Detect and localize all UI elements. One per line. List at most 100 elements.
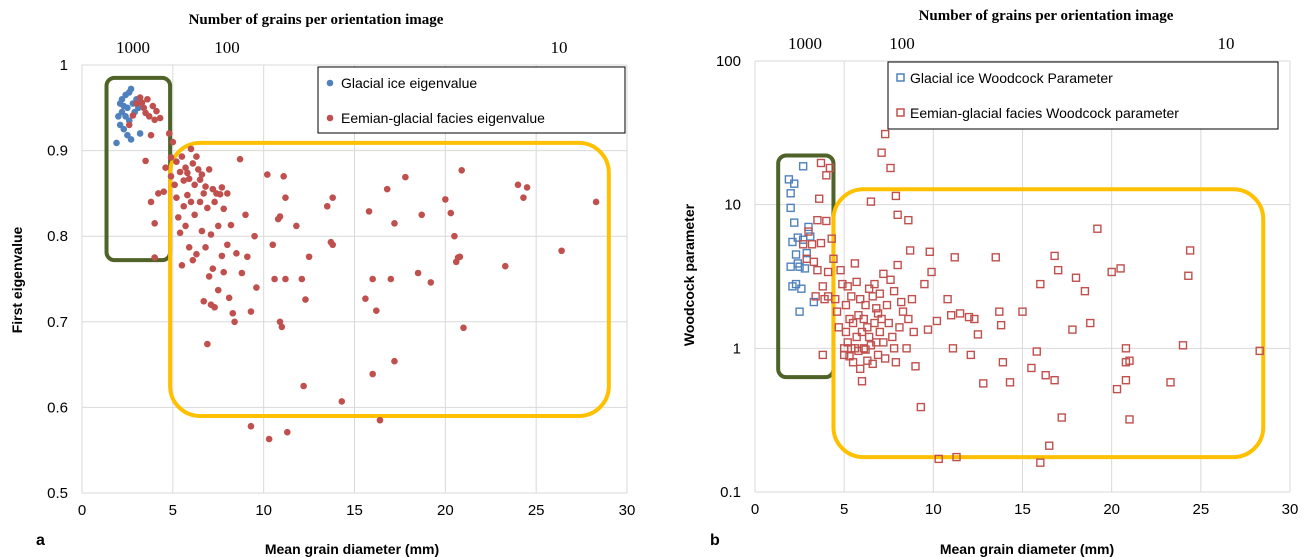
- panel-b-glacial-point: [802, 248, 811, 258]
- panel-a-eemian-point: [191, 211, 198, 219]
- panel-b-eemian-point: [815, 194, 824, 203]
- panel-b-eemian-point: [886, 275, 895, 284]
- panel-a-x-axis-label: Mean grain diameter (mm): [265, 541, 439, 557]
- panel-b-eemian-point: [852, 277, 861, 287]
- panel-a-eemian-point: [133, 100, 140, 107]
- panel-b-eemian-point: [991, 253, 1000, 262]
- panel-a-y-tick-label: 0.9: [47, 143, 68, 160]
- panel-b-eemian-point: [831, 294, 840, 304]
- panel-b-eemian-point: [920, 279, 929, 289]
- panel-a-eemian-point: [276, 318, 284, 326]
- panel-b-eemian-point: [964, 312, 974, 322]
- panel-a-eemian-point: [193, 153, 200, 160]
- panel-b-y-tick-label: 1: [733, 340, 741, 357]
- panel-b-eemian-point: [889, 344, 899, 353]
- panel-b-eemian-point: [850, 259, 860, 268]
- panel-a-eemian-point: [214, 286, 222, 294]
- panel-b-eemian-point: [843, 282, 852, 291]
- panel-a-eemian-point: [142, 157, 149, 165]
- panel-a-glacial-point: [113, 139, 120, 147]
- panel-b-eemian-point: [973, 330, 983, 339]
- panel-b-eemian-point: [905, 246, 915, 255]
- panel-b-x-axis-label: Mean grain diameter (mm): [940, 541, 1114, 557]
- panel-a-eemian-point: [138, 99, 146, 106]
- panel-b-eemian-point: [880, 354, 890, 363]
- panel-b-eemian-point: [1107, 267, 1116, 277]
- panel-b-glacial-point: [798, 162, 808, 171]
- panel-b-eemian-point: [998, 358, 1008, 367]
- panel-b-eemian-point: [1255, 346, 1264, 356]
- panel-b-eemian-point: [895, 323, 904, 332]
- panel-a-eemian-point: [204, 340, 211, 348]
- panel-b-eemian-point: [909, 327, 918, 337]
- panel-b-glacial-point: [795, 307, 804, 316]
- panel-a-eemian-point: [178, 153, 186, 160]
- panel-b-eemian-point: [943, 294, 952, 304]
- panel-a-x-tick-label: 20: [437, 502, 454, 519]
- panel-a-legend-marker-eemian: [326, 114, 334, 122]
- panel-b-eemian-point: [839, 350, 849, 360]
- panel-a-eemian-point: [458, 166, 465, 174]
- panel-b-glacial-point: [786, 189, 795, 198]
- panel-a-eemian-point: [227, 221, 235, 229]
- panel-a-eemian-point: [151, 116, 158, 124]
- panel-b-eemian-point: [916, 402, 926, 412]
- panel-a-eemian-point: [171, 181, 178, 189]
- panel-a-eemian-point: [185, 175, 193, 183]
- panel-b-eemian-point: [822, 171, 831, 180]
- panel-a-eemian-point: [191, 181, 198, 189]
- panel-a-eemian-point: [187, 145, 195, 153]
- panel-b-eemian-point: [1080, 286, 1090, 296]
- panel-a-eemian-point: [180, 177, 188, 184]
- panel-b-legend-label-glacial: Glacial ice Woodcock Parameter: [910, 70, 1113, 86]
- panel-a-legend-label-glacial: Glacial ice eigenvalue: [341, 75, 477, 91]
- panel-a-y-axis-label: First eigenvalue: [9, 226, 25, 333]
- panel-b-eemian-point: [807, 240, 817, 249]
- panel-b-eemian-point: [829, 254, 838, 263]
- panel-b-eemian-point: [925, 247, 934, 256]
- panel-a-eemian-point: [202, 244, 209, 251]
- panel-b-eemian-point: [861, 345, 870, 354]
- panel-a-eemian-point: [302, 296, 309, 303]
- panel-a-eemian-point: [184, 191, 191, 199]
- panel-a-eemian-point: [362, 295, 369, 302]
- panel-b-x-tick-label: 30: [1282, 501, 1299, 518]
- panel-a-eemian-point: [251, 232, 258, 240]
- panel-a-eemian-point: [185, 244, 193, 251]
- panel-b-eemian-point: [1005, 378, 1015, 387]
- panel-b-eemian-point: [995, 307, 1004, 316]
- panel-b-x-tick-label: 15: [1014, 501, 1031, 518]
- panel-a-eemian-point: [176, 229, 184, 237]
- panel-b-glacial-point: [795, 262, 804, 271]
- panel-b-top-axis-title: Number of grains per orientation image: [919, 8, 1174, 24]
- panel-b-glacial-point: [806, 232, 815, 241]
- panel-a-eemian-point: [211, 198, 218, 206]
- panel-b-legend-marker-eemian: [896, 108, 905, 117]
- panel-b-eemian-point: [904, 314, 913, 324]
- panel-b-eemian-point: [996, 320, 1006, 330]
- panel-b-eemian-point: [827, 234, 836, 243]
- panel-a-eemian-point: [129, 112, 137, 119]
- panel-a-glacial-point: [127, 136, 135, 143]
- panel-a-eemian-point: [156, 114, 164, 122]
- panel-a-eemian-point: [369, 275, 376, 283]
- panel-a-eemian-point: [323, 202, 331, 210]
- panel-b-glacial-point: [791, 250, 801, 259]
- panel-b-eemian-point: [809, 257, 819, 267]
- panel-b-eemian-point: [979, 379, 988, 388]
- panel-a-tick-labels: 0 5 10 15 20 25 30 0.5 0.6 0.7 0.8 0.9 1: [47, 57, 635, 519]
- panel-a-top-tick-100: 100: [214, 38, 240, 57]
- panel-a-y-tick-label: 0.7: [47, 314, 68, 331]
- panel-b-eemian-point: [1116, 264, 1125, 273]
- panel-b-x-tick-label: 20: [1103, 501, 1120, 518]
- panel-a-eemian-point: [229, 309, 237, 317]
- panel-a-eemian-point: [151, 220, 158, 227]
- panel-a-x-tick-label: 0: [78, 502, 86, 519]
- panel-a-eemian-point: [211, 303, 218, 311]
- panel-a-eemian-point: [193, 250, 200, 258]
- panel-a-eemian-point: [144, 95, 151, 103]
- panel-b-glacial-point: [809, 297, 819, 307]
- panel-a-eemian-point: [218, 252, 226, 260]
- panel-b-eemian-point: [1184, 271, 1193, 280]
- panel-a-eemian-point: [264, 171, 271, 178]
